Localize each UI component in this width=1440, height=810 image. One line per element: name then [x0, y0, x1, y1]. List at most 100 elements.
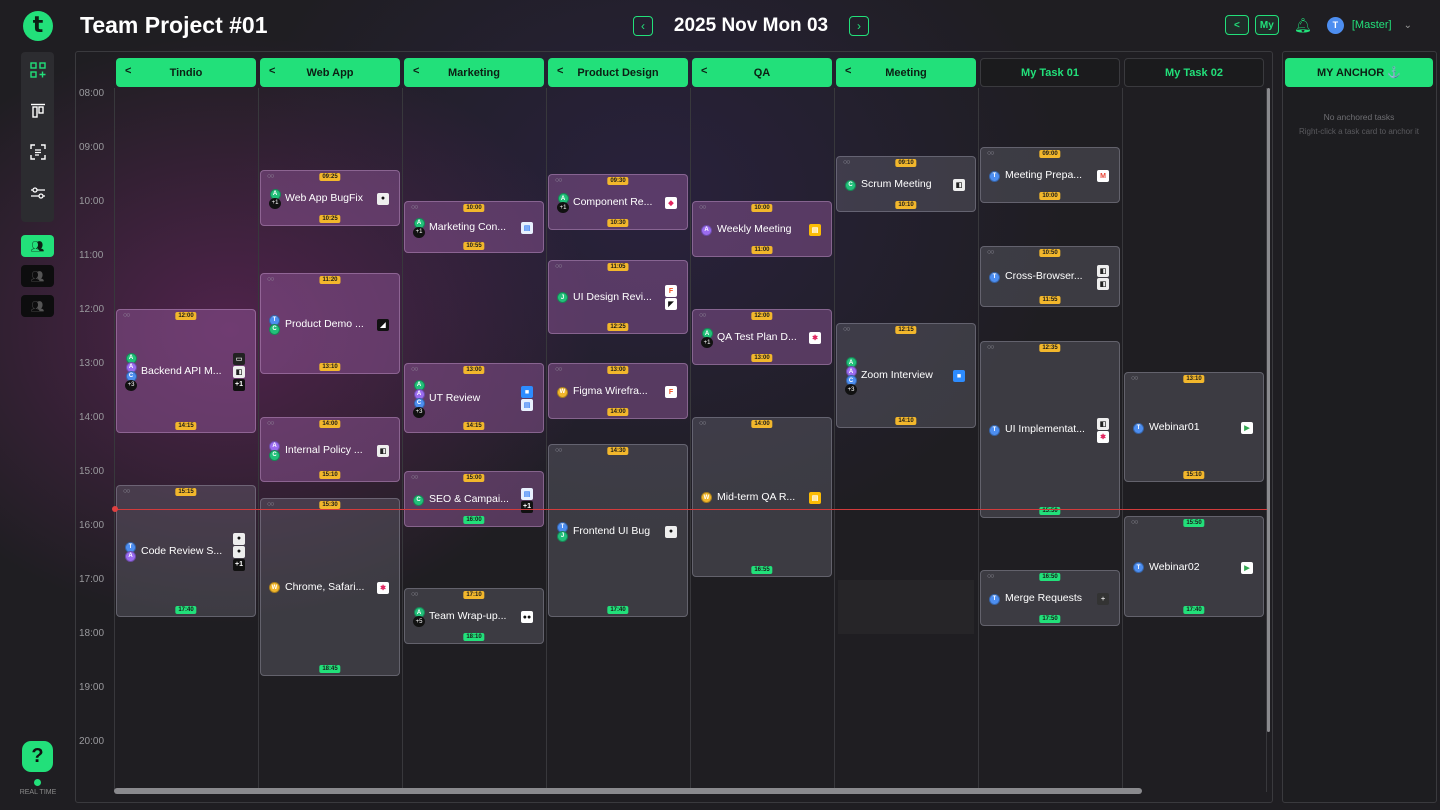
- assignee-avatars[interactable]: T: [989, 424, 1000, 436]
- linked-apps[interactable]: ▭ ◧ +1: [233, 352, 245, 391]
- linked-app-icon[interactable]: ▤: [521, 487, 533, 500]
- task-card[interactable]: ○○ 13:00 14:15 A A C +3 UT Review ■ ▤: [404, 363, 544, 433]
- task-card[interactable]: ○○ 10:00 11:00 A Weekly Meeting ▤: [692, 201, 832, 257]
- help-button[interactable]: ?: [22, 741, 53, 772]
- share-icon[interactable]: <: [701, 65, 708, 77]
- user-avatar[interactable]: T: [1326, 16, 1344, 34]
- anchor-header[interactable]: MY ANCHOR ⚓: [1285, 58, 1433, 87]
- column-header-qa[interactable]: < QA: [692, 58, 832, 87]
- drag-handle-icon[interactable]: ○○: [267, 501, 275, 508]
- bell-icon[interactable]: 🔔︎: [1293, 16, 1312, 33]
- drag-handle-icon[interactable]: ○○: [267, 172, 275, 180]
- assignee-avatars[interactable]: C: [845, 179, 856, 191]
- drag-handle-icon[interactable]: ○○: [555, 447, 563, 454]
- linked-apps[interactable]: ▶: [1241, 561, 1253, 574]
- assignee-avatars[interactable]: A: [701, 224, 712, 236]
- drag-handle-icon[interactable]: ○○: [123, 487, 131, 495]
- linked-apps[interactable]: ▤: [809, 491, 821, 504]
- scan-text-icon[interactable]: [28, 142, 48, 162]
- linked-app-icon[interactable]: +: [1097, 593, 1109, 605]
- task-card[interactable]: ○○ 15:30 18:45 W Chrome, Safari... ✱: [260, 498, 400, 676]
- drag-handle-icon[interactable]: ○○: [411, 366, 419, 373]
- linked-apps[interactable]: F ◤: [665, 285, 677, 310]
- task-card[interactable]: ○○ 13:00 14:00 W Figma Wirefra... F: [548, 363, 688, 419]
- task-card[interactable]: ○○ 09:30 10:30 A +1 Component Re... ◆: [548, 174, 688, 230]
- linked-app-icon[interactable]: ✱: [377, 581, 389, 594]
- assignee-avatars[interactable]: W: [557, 386, 568, 398]
- linked-app-icon[interactable]: ◧: [1097, 417, 1109, 430]
- linked-apps[interactable]: ●: [665, 525, 677, 538]
- drag-handle-icon[interactable]: ○○: [123, 312, 131, 319]
- linked-app-icon[interactable]: ◤: [665, 298, 677, 310]
- linked-app-icon[interactable]: ■: [521, 386, 533, 399]
- assignee-avatars[interactable]: A A C +3: [125, 352, 137, 391]
- linked-app-icon[interactable]: ▶: [1241, 422, 1253, 434]
- task-card[interactable]: ○○ 15:15 17:40 T A Code Review S... ● ● +1: [116, 484, 256, 617]
- linked-app-icon[interactable]: ▤: [809, 224, 821, 236]
- my-view-button[interactable]: My: [1254, 15, 1279, 35]
- task-card[interactable]: ○○ 10:00 10:55 A +1 Marketing Con... ▤: [404, 201, 544, 253]
- linked-apps[interactable]: +: [1097, 593, 1109, 605]
- linked-apps[interactable]: ■: [953, 370, 965, 383]
- assignee-avatars[interactable]: C: [413, 494, 424, 506]
- linked-apps[interactable]: ◧ ✱: [1097, 417, 1109, 443]
- task-card[interactable]: ○○ 14:00 15:10 A C Internal Policy ... ◧: [260, 417, 400, 482]
- linked-app-icon[interactable]: ●: [233, 532, 245, 545]
- share-icon[interactable]: <: [413, 65, 420, 77]
- linked-apps[interactable]: F: [665, 386, 677, 398]
- column-header-web-app[interactable]: < Web App: [260, 58, 400, 87]
- linked-apps[interactable]: ◆: [665, 197, 677, 209]
- linked-apps[interactable]: ●: [377, 192, 389, 205]
- task-card[interactable]: ○○ 15:00 16:00 C SEO & Campai... ▤ +1: [404, 471, 544, 527]
- assignee-avatars[interactable]: A +1: [269, 188, 281, 209]
- task-card[interactable]: ○○ 12:00 14:15 A A C +3 Backend API M... ▭ ◧ +1: [116, 309, 256, 433]
- task-card[interactable]: ○○ 13:10 15:10 T Webinar01 ▶: [1124, 372, 1264, 482]
- linked-app-icon[interactable]: ▤: [809, 491, 821, 504]
- drag-handle-icon[interactable]: ○○: [987, 249, 995, 256]
- linked-apps[interactable]: M: [1097, 170, 1109, 182]
- drag-handle-icon[interactable]: ○○: [987, 343, 995, 351]
- assignee-avatars[interactable]: A A C +3: [413, 379, 425, 418]
- linked-app-icon[interactable]: ▶: [1241, 561, 1253, 574]
- assignee-avatars[interactable]: T: [989, 170, 1000, 182]
- linked-apps[interactable]: ✱: [809, 332, 821, 344]
- team-icon[interactable]: 👥︎: [21, 295, 54, 317]
- drag-handle-icon[interactable]: ○○: [411, 204, 419, 211]
- linked-apps[interactable]: ◧: [953, 179, 965, 191]
- assignee-avatars[interactable]: J: [557, 292, 568, 303]
- linked-app-icon[interactable]: M: [1097, 170, 1109, 182]
- linked-app-icon[interactable]: ▤: [521, 399, 533, 412]
- task-card[interactable]: ○○ 15:50 17:40 T Webinar02 ▶: [1124, 516, 1264, 617]
- assignee-avatars[interactable]: A +5: [413, 607, 425, 627]
- assignee-avatars[interactable]: T: [1133, 422, 1144, 434]
- drag-handle-icon[interactable]: ○○: [843, 159, 851, 166]
- task-card[interactable]: ○○ 09:00 10:00 T Meeting Prepa... M: [980, 147, 1120, 203]
- drag-handle-icon[interactable]: ○○: [987, 573, 995, 580]
- share-button[interactable]: <: [1224, 15, 1249, 35]
- linked-app-icon[interactable]: ◢: [377, 318, 389, 331]
- drag-handle-icon[interactable]: ○○: [699, 312, 707, 319]
- task-card[interactable]: ○○ 10:50 11:55 T Cross-Browser... ◧ ◧: [980, 246, 1120, 307]
- assignee-avatars[interactable]: T: [1133, 562, 1144, 573]
- app-logo[interactable]: t: [23, 11, 53, 41]
- linked-app-icon[interactable]: F: [665, 285, 677, 297]
- column-header-meeting[interactable]: < Meeting: [836, 58, 976, 87]
- assignee-avatars[interactable]: A A C +3: [845, 357, 857, 396]
- drag-handle-icon[interactable]: ○○: [987, 150, 995, 157]
- linked-app-icon[interactable]: ◆: [665, 197, 677, 209]
- task-card[interactable]: ○○ 12:35 15:50 T UI Implementat... ◧ ✱: [980, 340, 1120, 518]
- vertical-scrollbar[interactable]: [1267, 88, 1270, 732]
- drag-handle-icon[interactable]: ○○: [411, 474, 419, 481]
- drag-handle-icon[interactable]: ○○: [1131, 375, 1139, 382]
- linked-apps[interactable]: ◧ ◧: [1097, 264, 1109, 290]
- drag-handle-icon[interactable]: ○○: [267, 420, 275, 427]
- column-header-my-task-01[interactable]: My Task 01: [980, 58, 1120, 87]
- column-header-marketing[interactable]: < Marketing: [404, 58, 544, 87]
- task-card[interactable]: ○○ 11:20 13:10 T C Product Demo ... ◢: [260, 273, 400, 374]
- column-header-product-design[interactable]: < Product Design: [548, 58, 688, 87]
- drag-handle-icon[interactable]: ○○: [699, 204, 707, 211]
- drag-handle-icon[interactable]: ○○: [1131, 519, 1139, 526]
